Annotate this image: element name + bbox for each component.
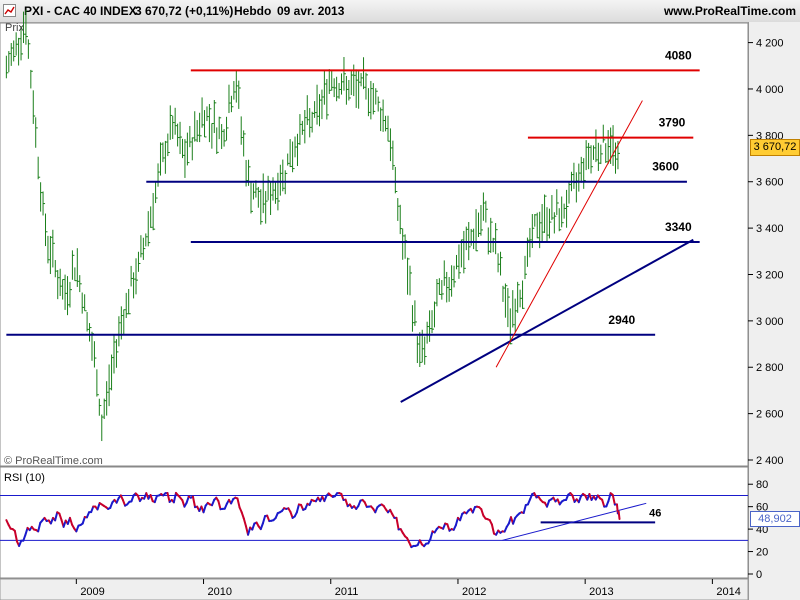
y-tick-label: 4 000 (756, 84, 784, 96)
rsi-segment (24, 526, 29, 536)
trendline-red (495, 100, 643, 368)
rsi-segment (454, 516, 459, 527)
rsi-y-tick-label: 40 (756, 524, 768, 536)
rsi-y-tick-label: 20 (756, 547, 768, 559)
level-label-3790: 3790 (659, 116, 686, 130)
y-tick-label: 3 600 (756, 177, 784, 189)
instrument-title: PXI - CAC 40 INDEX (24, 4, 137, 18)
rsi-segment (344, 498, 349, 508)
rsi-segment (340, 492, 345, 501)
x-tick-label: 2014 (716, 586, 740, 598)
rsi-panel-label: RSI (10) (4, 472, 45, 484)
site-url[interactable]: www.ProRealTime.com (663, 4, 796, 18)
y-tick-label: 4 200 (756, 38, 784, 50)
rsi-segment (617, 510, 621, 521)
last-rsi-box: 48,902 (750, 511, 800, 527)
rsi-segment (429, 530, 434, 541)
rsi-segment (37, 521, 42, 533)
x-tick-label: 2012 (462, 586, 486, 598)
rsi-segment (480, 508, 485, 517)
rsi-segment (512, 516, 517, 525)
chart-icon (3, 4, 16, 17)
rsi-segment (54, 511, 59, 522)
rsi-segment (172, 491, 177, 504)
rsi-segment (217, 500, 222, 511)
rsi-segment (185, 495, 190, 504)
title-bar: PXI - CAC 40 INDEX 3 670,72 (+0,11%) Heb… (0, 0, 800, 23)
rsi-segment (240, 511, 245, 520)
header-date: 09 avr. 2013 (277, 4, 345, 18)
price-panel (0, 22, 749, 467)
last-price-box: 3 670,72 (750, 139, 800, 156)
rsi-segment (191, 495, 197, 509)
rsi-segment (130, 494, 135, 503)
rsi-level-label: 46 (649, 507, 661, 519)
rsi-segment (259, 522, 264, 531)
rsi-segment (96, 502, 101, 511)
rsi-segment (242, 517, 247, 528)
rsi-segment (81, 516, 86, 525)
rsi-segment (446, 523, 451, 532)
y-tick-label: 3 400 (756, 223, 784, 235)
rsi-segment (247, 526, 252, 536)
x-tick-label: 2011 (335, 586, 359, 598)
rsi-y-tick-label: 80 (756, 479, 768, 491)
y-tick-label: 3 200 (756, 269, 784, 281)
header-period: Hebdo (234, 4, 272, 18)
rsi-segment (607, 492, 612, 502)
rsi-segment (261, 515, 267, 525)
rsi-segment (149, 494, 154, 503)
y-tick-label: 2 400 (756, 455, 784, 467)
rsi-segment (601, 498, 606, 508)
rsi-segment (202, 504, 207, 514)
x-tick-label: 2010 (208, 586, 232, 598)
rsi-segment (546, 499, 551, 508)
rsi-segment (577, 495, 582, 504)
y-tick-label: 3 000 (756, 316, 784, 328)
rsi-segment (75, 524, 80, 533)
rsi-trendline (502, 502, 647, 541)
rsi-segment (490, 523, 496, 535)
rsi-segment (166, 491, 171, 503)
rsi-segment (251, 522, 256, 531)
rsi-segment (68, 516, 74, 526)
rsi-segment (289, 510, 294, 519)
y-tick-label: 2 800 (756, 362, 784, 374)
rsi-segment (611, 493, 616, 506)
rsi-segment (459, 512, 464, 522)
trendline-blue (400, 238, 694, 403)
rsi-segment (58, 512, 63, 521)
copyright: © ProRealTime.com (4, 455, 103, 467)
rsi-y-tick-label: 0 (756, 569, 762, 581)
rsi-segment (522, 504, 527, 515)
rsi-segment (22, 533, 27, 542)
level-label-3340: 3340 (665, 220, 692, 234)
level-label-2940: 2940 (608, 313, 635, 327)
level-label-4080: 4080 (665, 48, 692, 62)
rsi-segment (395, 516, 400, 531)
x-axis-strip (0, 578, 749, 600)
price-panel-label: Prix (5, 22, 24, 34)
level-label-3600: 3600 (652, 160, 679, 174)
rsi-y-tick-label: 60 (756, 502, 768, 514)
x-tick-label: 2013 (589, 586, 613, 598)
rsi-segment (153, 494, 158, 504)
y-tick-label: 2 600 (756, 409, 784, 421)
x-tick-label: 2009 (80, 586, 104, 598)
rsi-segment (295, 503, 300, 514)
rsi-segment (13, 529, 18, 543)
header-price: 3 670,72 (+0,11%) (135, 4, 234, 18)
rsi-segment (236, 497, 241, 509)
